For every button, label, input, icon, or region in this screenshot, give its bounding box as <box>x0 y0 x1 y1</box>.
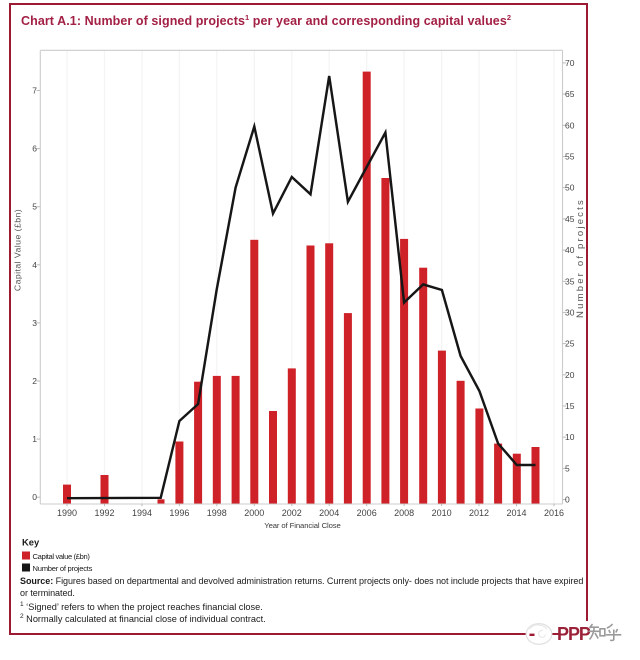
svg-text:2010: 2010 <box>432 508 452 518</box>
svg-text:25: 25 <box>565 339 575 349</box>
svg-text:1996: 1996 <box>169 508 189 518</box>
svg-text:1992: 1992 <box>94 508 114 518</box>
svg-text:10: 10 <box>565 432 575 442</box>
svg-text:0: 0 <box>32 492 37 502</box>
svg-text:5: 5 <box>32 202 37 212</box>
svg-text:2014: 2014 <box>506 508 526 518</box>
svg-text:5: 5 <box>565 463 570 473</box>
svg-text:15: 15 <box>565 401 575 411</box>
svg-text:40: 40 <box>565 245 575 255</box>
svg-text:Capital Value (£bn): Capital Value (£bn) <box>13 209 23 291</box>
svg-text:1998: 1998 <box>207 508 227 518</box>
svg-text:2008: 2008 <box>394 508 414 518</box>
svg-text:2006: 2006 <box>357 508 377 518</box>
svg-text:2012: 2012 <box>469 508 489 518</box>
svg-text:Capital value (£bn): Capital value (£bn) <box>33 552 91 561</box>
svg-text:45: 45 <box>565 214 575 224</box>
svg-text:4: 4 <box>32 260 37 270</box>
svg-text:50: 50 <box>565 183 575 193</box>
svg-text:30: 30 <box>565 307 575 317</box>
svg-text:2004: 2004 <box>319 508 339 518</box>
svg-text:1: 1 <box>32 434 37 444</box>
svg-text:6: 6 <box>32 144 37 154</box>
svg-text:0: 0 <box>565 495 570 505</box>
svg-text:20: 20 <box>565 370 575 380</box>
svg-text:1990: 1990 <box>57 508 77 518</box>
svg-text:70: 70 <box>565 58 575 68</box>
svg-text:35: 35 <box>565 276 575 286</box>
svg-text:2000: 2000 <box>244 508 264 518</box>
svg-text:2002: 2002 <box>282 508 302 518</box>
svg-text:Year of Financial Close: Year of Financial Close <box>264 521 340 530</box>
svg-text:Number of projects: Number of projects <box>33 564 93 573</box>
svg-text:Number of projects: Number of projects <box>575 198 586 318</box>
svg-text:60: 60 <box>565 120 575 130</box>
svg-text:65: 65 <box>565 89 575 99</box>
svg-text:3: 3 <box>32 318 37 328</box>
svg-text:2016: 2016 <box>544 508 564 518</box>
svg-text:7: 7 <box>32 86 37 96</box>
svg-text:55: 55 <box>565 152 575 162</box>
svg-text:2: 2 <box>32 376 37 386</box>
svg-text:Key: Key <box>22 537 40 548</box>
svg-text:PPP: PPP <box>557 624 591 644</box>
svg-text:1994: 1994 <box>132 508 152 518</box>
